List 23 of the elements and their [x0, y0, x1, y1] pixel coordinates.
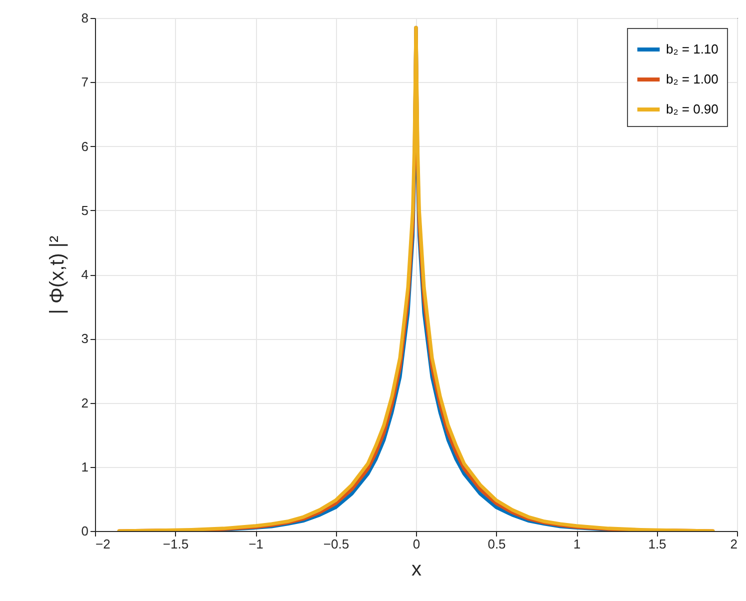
x-tick-label: −1.5 [162, 536, 189, 552]
x-axis-title: x [412, 558, 422, 580]
y-tick-label: 3 [81, 331, 88, 346]
y-tick-label: 4 [81, 267, 88, 282]
legend-label: b₂ = 0.90 [666, 102, 718, 116]
x-tick-label: −2 [96, 536, 110, 552]
y-tick-label: 8 [81, 10, 88, 26]
y-tick-label: 7 [81, 74, 88, 90]
x-tick-label: −1 [248, 536, 264, 552]
y-axis-title: | Φ(x,t) |² [46, 235, 68, 314]
legend-label: b₂ = 1.10 [666, 42, 718, 56]
y-tick-label: 6 [81, 138, 88, 154]
y-tick-label: 2 [81, 395, 88, 410]
y-tick-label: 0 [81, 524, 88, 538]
legend-label: b₂ = 1.00 [666, 72, 718, 86]
x-tick-label: 1 [573, 536, 581, 552]
x-tick-label: 1.5 [648, 536, 666, 552]
y-tick-label: 1 [81, 459, 88, 474]
x-tick-label: 2 [730, 536, 738, 552]
x-tick-label: 0.5 [488, 536, 506, 552]
x-tick-label: −0.5 [323, 536, 350, 552]
x-tick-label: 0 [412, 536, 420, 552]
y-tick-label: 5 [81, 202, 88, 218]
